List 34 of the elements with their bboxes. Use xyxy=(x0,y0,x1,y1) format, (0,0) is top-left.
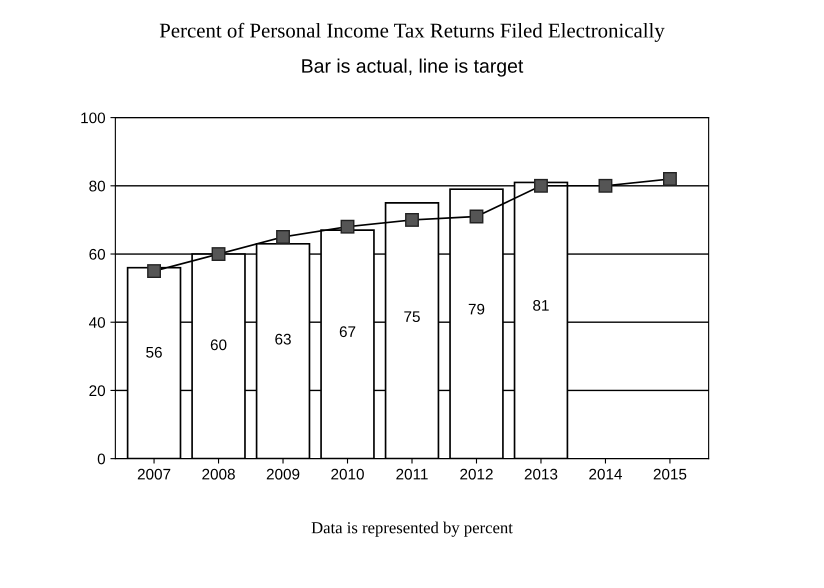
data-label: 79 xyxy=(468,304,484,315)
data-label: 67 xyxy=(340,326,356,338)
chart-subtitle: Bar is actual, line is target xyxy=(302,58,524,77)
data-label: 56 xyxy=(146,346,162,358)
text: Data is represented by percent xyxy=(312,522,513,537)
point xyxy=(212,247,226,261)
x-tick-label: 2012 xyxy=(460,468,493,480)
y-tick-label: 100 xyxy=(81,112,106,124)
x-tick-label: 2015 xyxy=(654,468,686,480)
y-tick-label: 60 xyxy=(89,248,106,260)
data-label: 81 xyxy=(533,300,549,311)
chart-title: Percent of Personal Income Tax Returns Filed Electronically xyxy=(160,22,665,42)
y-tick-label: 40 xyxy=(88,317,106,328)
x-tick-label: 2011 xyxy=(396,468,428,480)
data-label: 75 xyxy=(404,311,420,322)
point xyxy=(534,178,548,193)
point xyxy=(276,230,290,244)
y-tick-label: 0 xyxy=(98,454,106,464)
data-label: 60 xyxy=(210,339,226,350)
y-tick-label: 80 xyxy=(89,180,106,192)
point xyxy=(470,210,484,224)
point xyxy=(147,264,161,278)
x-tick-label: 2014 xyxy=(589,468,622,480)
data-label: 63 xyxy=(275,334,291,345)
x-tick-label: 2009 xyxy=(266,468,300,480)
point xyxy=(663,172,677,186)
x-tick-label: 2008 xyxy=(202,468,235,480)
point xyxy=(340,220,354,234)
x-tick-label: 2010 xyxy=(331,468,364,480)
y-tick-label: 20 xyxy=(89,385,106,396)
x-tick-label: 2007 xyxy=(138,468,170,480)
point xyxy=(405,212,419,227)
point xyxy=(598,178,612,193)
x-tick-label: 2013 xyxy=(524,468,558,480)
